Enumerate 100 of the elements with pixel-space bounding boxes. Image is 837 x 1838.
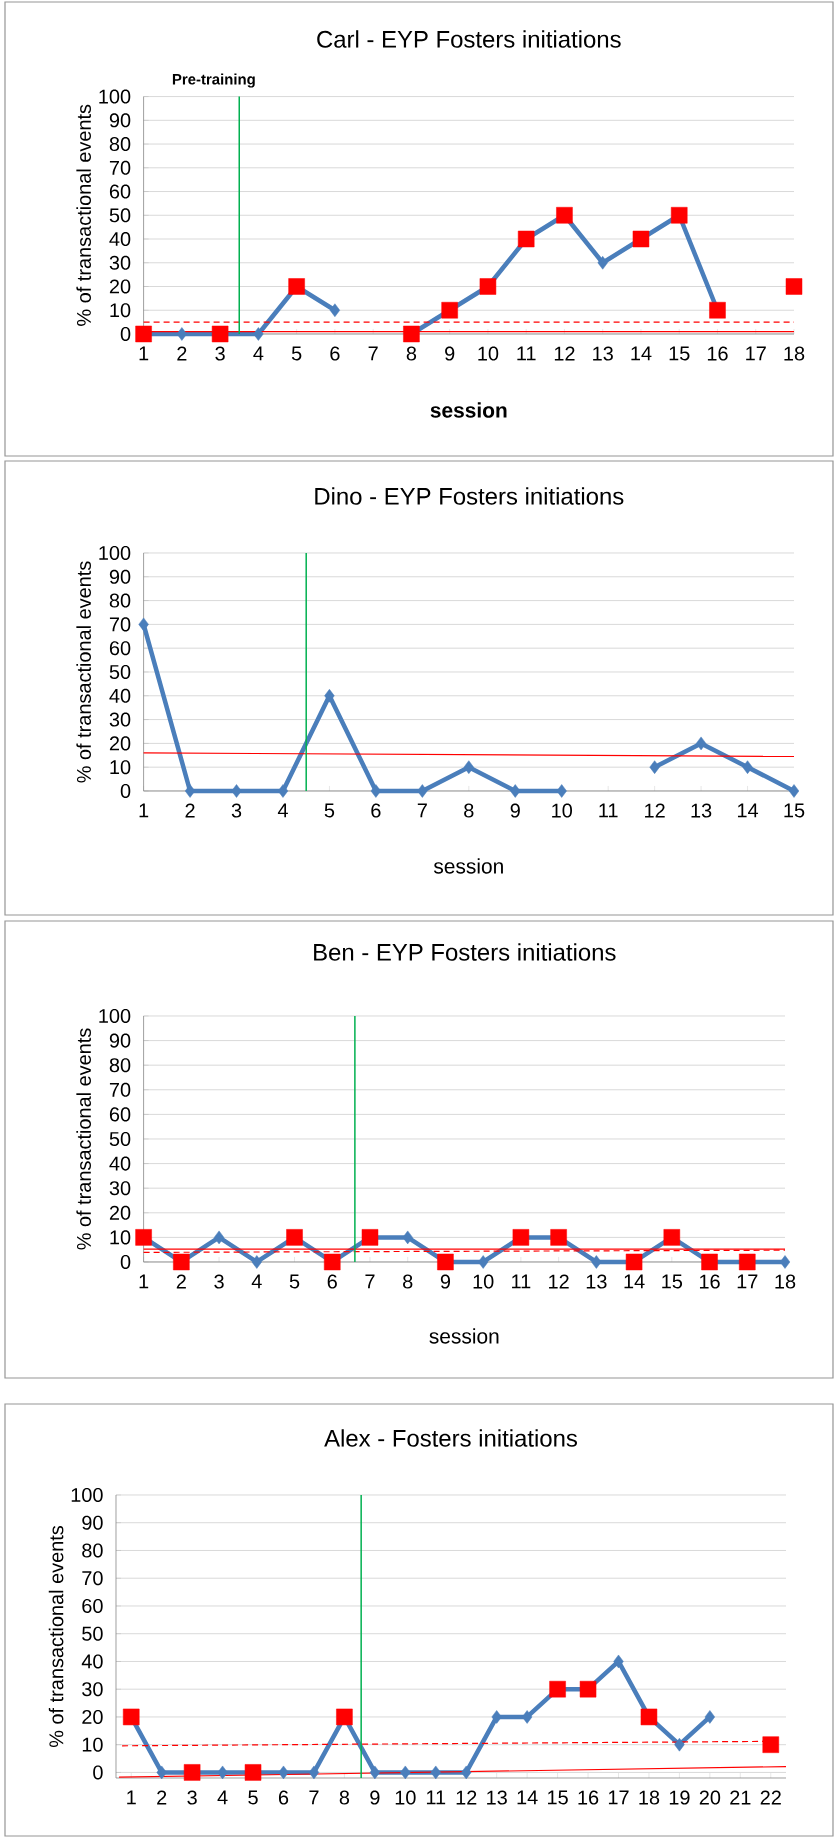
point [138,617,149,632]
x-tick-label: 8 [403,1274,413,1289]
y-tick-label: 20 [109,279,131,294]
point [324,689,335,703]
x-tick-label: 13 [487,1790,507,1805]
point [122,1708,140,1726]
point [183,1764,201,1781]
y-tick-label: 90 [109,113,131,128]
y-tick-label: 100 [99,1008,131,1024]
x-tick-label: 1 [139,803,149,818]
x-axis-title: session [433,858,503,874]
y-tick-label: 40 [109,1156,131,1171]
point [522,1710,533,1724]
x-tick-label: 4 [253,346,264,361]
y-tick-label: 100 [71,1487,103,1503]
point [704,1710,715,1724]
x-tick-label: 11 [426,1790,446,1805]
point [597,256,608,270]
x-tick-label: 3 [214,1274,224,1289]
y-tick-label: 50 [82,1626,103,1641]
x-tick-label: 13 [593,346,613,361]
point [370,784,382,798]
point [277,784,289,798]
y-tick-label: 100 [99,545,131,561]
y-tick-label: 40 [109,231,131,247]
x-tick-label: 2 [157,1790,167,1805]
x-tick-label: 5 [291,346,302,361]
x-tick-label: 12 [645,803,665,818]
point [329,303,341,317]
x-tick-label: 6 [327,1274,337,1289]
x-tick-label: 21 [730,1790,751,1805]
x-tick-label: 10 [478,346,499,361]
y-tick-label: 90 [109,1033,131,1048]
y-axis-title: % of transactional events [76,104,91,326]
y-tick-label: 20 [82,1709,103,1724]
point [510,784,521,798]
y-tick-label: 60 [109,184,131,199]
point [430,1765,441,1780]
y-tick-label: 40 [109,688,131,703]
y-axis-title: % of transactional events [76,1028,91,1250]
y-tick-label: 90 [82,1515,103,1530]
chart-title: Carl - EYP Fosters initiations [317,30,621,48]
x-axis-title: session [430,402,507,418]
x-tick-label: 1 [139,1274,149,1289]
x-tick-label: 12 [554,346,575,361]
point [670,207,688,224]
x-tick-label: 2 [185,803,195,818]
x-tick-label: 10 [395,1790,416,1805]
x-tick-label: 2 [176,1274,186,1289]
y-tick-label: 80 [109,137,131,152]
point [674,1737,685,1752]
x-tick-label: 3 [231,803,242,818]
x-tick-label: 15 [784,803,805,818]
x-tick-label: 6 [278,1790,289,1805]
x-tick-label: 12 [549,1274,569,1289]
y-tick-label: 0 [120,326,131,342]
text: Pre-training [172,73,255,88]
x-tick-label: 14 [624,1274,645,1289]
x-tick-label: 19 [669,1790,690,1805]
x-tick-label: 7 [365,1274,375,1289]
y-tick-label: 10 [110,303,131,318]
x-tick-label: 11 [517,346,536,361]
x-tick-label: 20 [699,1790,721,1805]
y-tick-label: 30 [109,1181,131,1196]
x-tick-label: 4 [217,1790,228,1805]
point [785,278,803,295]
point [491,1710,502,1724]
x-tick-label: 15 [669,346,690,361]
x-tick-label: 9 [510,803,520,818]
y-tick-label: 80 [109,593,131,608]
point [308,1765,320,1780]
x-tick-label: 9 [445,346,455,361]
y-tick-label: 80 [82,1543,103,1558]
x-tick-label: 18 [784,346,805,361]
point [253,327,264,341]
x-tick-label: 3 [215,346,225,361]
chart-title: Ben - EYP Fosters initiations [314,943,616,961]
point [211,325,229,343]
point [184,784,196,798]
x-tick-label: 14 [737,803,759,818]
x-tick-label: 6 [330,346,340,361]
x-tick-label: 16 [578,1790,599,1805]
x-tick-label: 22 [760,1790,781,1805]
x-tick-label: 12 [456,1790,477,1805]
x-tick-label: 16 [707,346,728,361]
x-tick-label: 14 [517,1790,538,1805]
point [762,1736,780,1753]
point [231,784,242,798]
y-tick-label: 100 [99,89,131,104]
point [417,784,428,798]
y-tick-label: 0 [120,1254,131,1270]
y-tick-label: 50 [109,664,131,680]
x-tick-label: 5 [248,1790,258,1805]
x-tick-label: 16 [699,1274,720,1289]
point [649,760,660,774]
point [517,230,535,248]
y-tick-label: 10 [110,1230,131,1245]
x-tick-label: 6 [371,803,381,818]
x-tick-label: 9 [440,1274,451,1289]
point [176,327,187,341]
